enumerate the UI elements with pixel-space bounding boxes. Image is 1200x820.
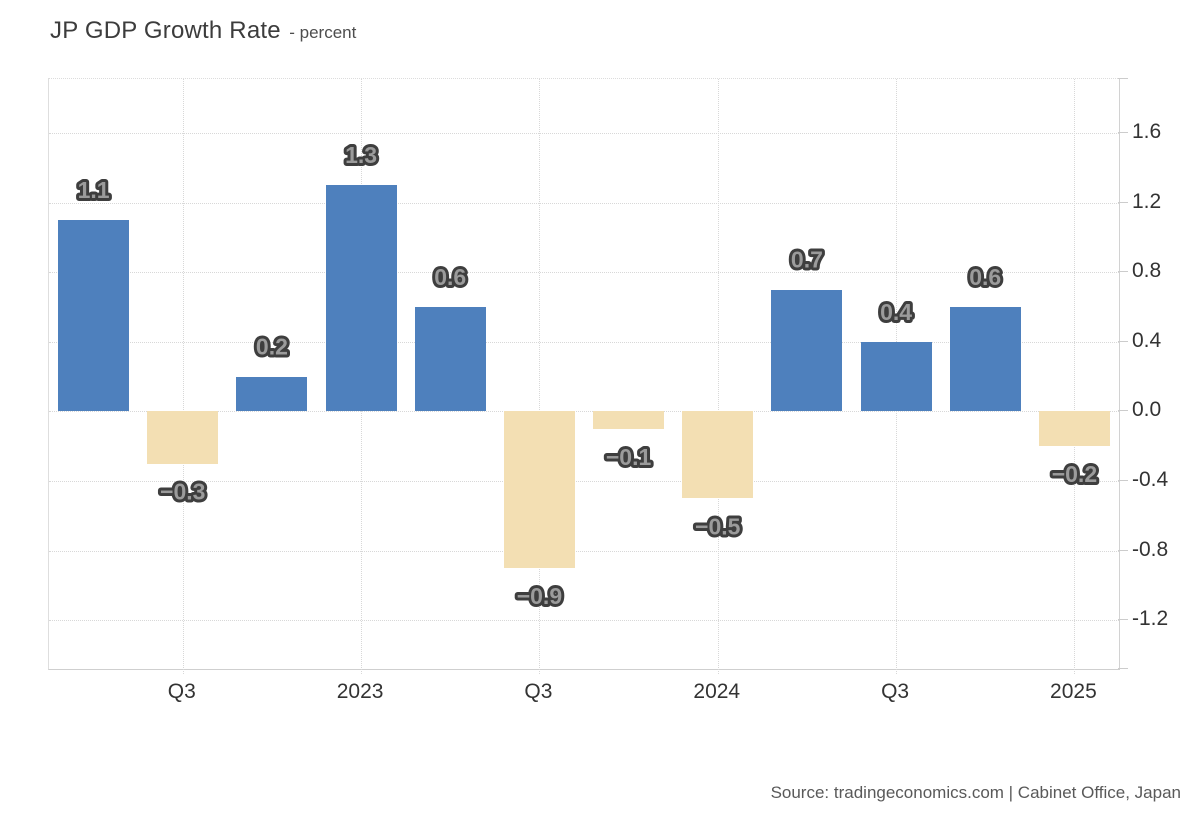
bar-value-label: 1.1 xyxy=(78,177,110,203)
source-credit: Source: tradingeconomics.com | Cabinet O… xyxy=(770,783,1181,802)
h-gridline xyxy=(49,132,1119,134)
v-gridline xyxy=(182,79,184,674)
x-axis-label: 2023 xyxy=(336,680,384,703)
chart-subtitle: - percent xyxy=(289,23,357,42)
y-axis-tick xyxy=(1118,78,1128,79)
h-gridline xyxy=(49,620,1119,622)
bar-negative[interactable] xyxy=(147,411,219,464)
v-gridline xyxy=(539,79,541,674)
bar-value-label: −0.1 xyxy=(606,444,652,470)
bar-negative[interactable] xyxy=(682,411,754,499)
y-axis-label: -0.4 xyxy=(1132,468,1169,492)
x-axis-label: Q3 xyxy=(524,680,553,703)
y-axis-label: -1.2 xyxy=(1132,607,1169,631)
x-axis-label: Q3 xyxy=(881,680,910,703)
y-axis-tick xyxy=(1118,549,1128,551)
bar-value-label: 0.6 xyxy=(434,264,466,290)
h-gridline xyxy=(49,272,1119,274)
y-axis-tick xyxy=(1118,480,1128,482)
y-axis-tick xyxy=(1118,131,1128,133)
plot-area: 1.1 −0.3 0.2 1.3 0.6 −0.9 −0.1 −0.5 0.7 0.4 0.6 −0.… xyxy=(48,78,1120,674)
y-axis-label: -0.8 xyxy=(1132,537,1169,561)
bar-positive[interactable] xyxy=(325,185,397,412)
x-axis-label: Q3 xyxy=(167,680,196,703)
y-axis-tick xyxy=(1118,410,1128,412)
y-axis-label: 0.4 xyxy=(1132,328,1162,352)
y-axis-tick xyxy=(1118,340,1128,342)
bar-value-label: 0.6 xyxy=(969,264,1001,290)
y-axis-label: 0.0 xyxy=(1132,398,1162,422)
h-gridline xyxy=(49,411,1119,413)
bar-positive[interactable] xyxy=(58,219,130,412)
chart-title: JP GDP Growth Rate xyxy=(50,17,281,44)
bar-positive[interactable] xyxy=(414,306,486,412)
bar-positive[interactable] xyxy=(860,341,932,412)
y-axis-label: 0.8 xyxy=(1132,259,1162,283)
y-axis-tick xyxy=(1118,619,1128,621)
chart-title-row: JP GDP Growth Rate - percent xyxy=(50,17,356,45)
y-axis-label: 1.2 xyxy=(1132,189,1162,213)
bar-positive[interactable] xyxy=(949,306,1021,412)
bar-positive[interactable] xyxy=(236,376,308,412)
h-gridline xyxy=(49,550,1119,552)
h-gridline xyxy=(49,202,1119,204)
bar-value-label: 0.2 xyxy=(256,334,288,360)
y-axis-label: 1.6 xyxy=(1132,119,1162,143)
bar-value-label: 0.7 xyxy=(791,247,823,273)
y-axis-tick xyxy=(1118,201,1128,203)
v-gridline xyxy=(717,79,719,674)
bar-negative[interactable] xyxy=(503,411,575,569)
h-gridline xyxy=(49,341,1119,343)
h-gridline xyxy=(49,481,1119,483)
bar-positive[interactable] xyxy=(771,289,843,412)
y-axis-tick xyxy=(1118,668,1128,669)
v-gridline xyxy=(1074,79,1076,674)
bar-negative[interactable] xyxy=(593,411,665,429)
x-axis-label: 2024 xyxy=(693,680,741,703)
x-axis-label: 2025 xyxy=(1050,680,1097,703)
bar-negative[interactable] xyxy=(1038,411,1110,447)
y-axis-tick xyxy=(1118,271,1128,273)
